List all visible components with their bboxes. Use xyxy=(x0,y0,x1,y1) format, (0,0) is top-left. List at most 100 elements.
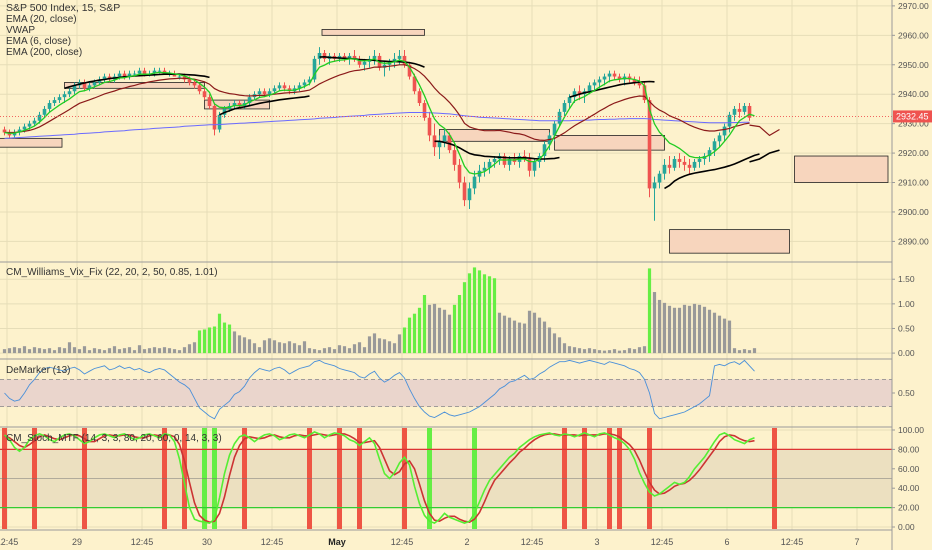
vix-fix-bar xyxy=(502,315,507,354)
vix-fix-bar xyxy=(247,339,252,354)
candle-body xyxy=(482,167,487,171)
candle-body xyxy=(272,88,277,92)
vix-fix-bar xyxy=(652,292,657,354)
vix-fix-bar xyxy=(552,333,557,354)
candle-body xyxy=(682,161,687,165)
candle-body xyxy=(357,58,362,65)
vix-fix-bar xyxy=(397,334,402,354)
vix-fix-bar xyxy=(22,346,27,354)
ema20-line xyxy=(4,64,750,142)
vix-fix-bar xyxy=(82,346,87,354)
vix-fix-bar xyxy=(7,348,12,354)
vix-fix-label[interactable]: CM_Williams_Vix_Fix (22, 20, 2, 50, 0.85… xyxy=(6,267,218,278)
indicator-vwap-label[interactable]: VWAP xyxy=(6,25,36,36)
candle-body xyxy=(472,176,477,189)
vix-fix-bar xyxy=(597,350,602,354)
vix-fix-bar xyxy=(197,330,202,354)
vix-fix-bar xyxy=(742,349,747,354)
indicator-ema6-label[interactable]: EMA (6, close) xyxy=(6,36,72,47)
candle-body xyxy=(732,108,737,115)
stoch-y-tick-label: 100.00 xyxy=(898,425,924,435)
vix-fix-bar xyxy=(337,345,342,354)
stoch-label[interactable]: CM_Stoch_MTF (14, 3, 3, 80, 20, 60, 0, 1… xyxy=(6,433,222,444)
vix-fix-bar xyxy=(427,304,432,354)
vix-fix-bar xyxy=(487,276,492,354)
stoch-y-tick-label: 80.00 xyxy=(898,444,920,454)
indicator-ema200-label[interactable]: EMA (200, close) xyxy=(6,47,83,58)
price-y-tick-label: 2890.00 xyxy=(898,236,929,246)
vix-fix-bar xyxy=(162,347,167,354)
symbol-title[interactable]: S&P 500 Index, 15, S&P xyxy=(6,2,121,14)
candle-body xyxy=(577,91,582,95)
vix-fix-bar xyxy=(132,350,137,354)
vix-fix-bar xyxy=(287,341,292,354)
vix-fix-bar xyxy=(372,333,377,354)
vix-fix-bar xyxy=(342,346,347,354)
candle-body xyxy=(17,129,22,133)
candle-body xyxy=(102,76,107,80)
candle-body xyxy=(527,158,532,171)
vix-fix-bar xyxy=(177,350,182,354)
vix-fix-bar xyxy=(622,350,627,354)
vix-fix-bar xyxy=(672,307,677,354)
vix-fix-bar xyxy=(322,348,327,354)
candle-body xyxy=(22,126,27,130)
vix-fix-bar xyxy=(557,337,562,354)
vix-fix-bar xyxy=(352,344,357,354)
price-y-tick-label: 2930.00 xyxy=(898,119,929,129)
candle-body xyxy=(422,103,427,118)
vix-fix-bar xyxy=(232,331,237,354)
stoch-pane xyxy=(0,428,892,529)
indicator-ema20-label[interactable]: EMA (20, close) xyxy=(6,14,77,25)
vix-y-tick-label: 1.00 xyxy=(898,299,915,309)
vix-fix-bar xyxy=(517,322,522,354)
vix-fix-bar xyxy=(647,268,652,354)
candle-body xyxy=(602,76,607,80)
vix-fix-bar xyxy=(262,340,267,354)
candle-body xyxy=(12,132,17,136)
candle-body xyxy=(177,76,182,78)
candle-body xyxy=(57,97,62,101)
x-tick-label: 12:45 xyxy=(261,537,284,547)
vix-fix-bar xyxy=(737,350,742,354)
vix-fix-bar xyxy=(2,349,7,354)
stoch-y-tick-label: 60.00 xyxy=(898,464,920,474)
vix-fix-bar xyxy=(432,303,437,354)
demarker-y-tick-label: 0.50 xyxy=(898,388,915,398)
candle-body xyxy=(262,91,267,95)
vix-fix-bar xyxy=(697,304,702,354)
vix-fix-bar xyxy=(182,347,187,354)
demarker-band xyxy=(0,379,892,407)
x-tick-label: 30 xyxy=(202,537,212,547)
vix-fix-bar xyxy=(42,349,47,354)
candle-body xyxy=(122,73,127,77)
candle-body xyxy=(677,158,682,162)
vix-fix-bar xyxy=(297,345,302,354)
vix-fix-bar xyxy=(242,337,247,354)
demarker-label[interactable]: DeMarker (13) xyxy=(6,365,71,376)
vix-fix-bar xyxy=(492,278,497,354)
candle-body xyxy=(307,79,312,83)
vix-fix-bar xyxy=(192,342,197,354)
vix-fix-bar xyxy=(637,347,642,354)
vix-fix-bar xyxy=(187,344,192,354)
candle-body xyxy=(532,161,537,171)
candle-body xyxy=(437,141,442,148)
vix-fix-bar xyxy=(472,267,477,354)
vix-fix-bar xyxy=(157,348,162,354)
candle-body xyxy=(202,91,207,98)
vix-fix-bar xyxy=(642,346,647,354)
vix-y-tick-label: 0.50 xyxy=(898,323,915,333)
vix-fix-bar xyxy=(712,312,717,354)
last-price-badge xyxy=(893,110,932,123)
vix-fix-bar xyxy=(717,315,722,354)
vix-fix-bar xyxy=(587,348,592,354)
last-price-text: 2932.45 xyxy=(896,111,929,121)
candle-body xyxy=(492,158,497,162)
candle-body xyxy=(692,161,697,168)
vix-fix-bar xyxy=(542,321,547,354)
vix-fix-bar xyxy=(667,305,672,354)
candle-body xyxy=(442,135,447,142)
candle-body xyxy=(82,82,87,89)
